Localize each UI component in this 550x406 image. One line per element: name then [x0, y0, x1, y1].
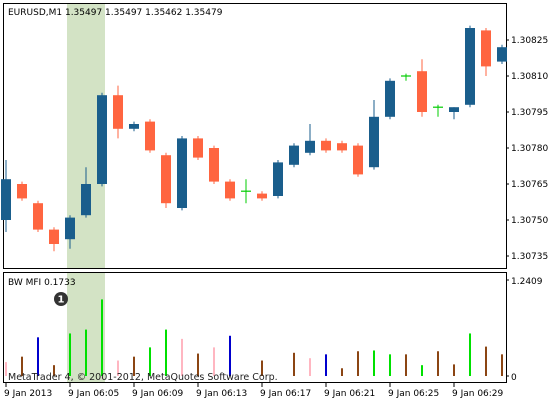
badge-number: 1: [58, 295, 65, 306]
candle-body: [65, 217, 75, 240]
time-tick-label: 9 Jan 06:29: [452, 389, 504, 399]
candle: [129, 121, 139, 132]
candle: [113, 85, 123, 139]
price-tick-label: 1.30825: [511, 36, 548, 46]
indicator-axis-max-label: 1.2409: [511, 277, 543, 287]
candle: [193, 136, 203, 160]
candle: [161, 152, 171, 208]
time-tick-label: 9 Jan 06:09: [132, 389, 184, 399]
candle-body: [305, 140, 315, 153]
price-pane[interactable]: EURUSD,M1 1.35497 1.35497 1.35462 1.3547…: [1, 3, 548, 269]
candle: [497, 44, 507, 64]
symbol-header: EURUSD,M1 1.35497 1.35497 1.35462 1.3547…: [8, 8, 223, 18]
candle: [481, 28, 491, 76]
price-tick-label: 1.30750: [511, 216, 548, 226]
candle-body: [337, 143, 347, 151]
candle: [417, 59, 427, 117]
candle: [353, 143, 363, 177]
candle: [273, 160, 283, 199]
time-tick-label: 9 Jan 06:21: [324, 389, 375, 399]
candle-body: [129, 124, 139, 129]
price-tick-label: 1.30780: [511, 144, 548, 154]
candle-body: [385, 80, 395, 117]
candle: [33, 200, 43, 232]
indicator-badge[interactable]: 1: [54, 292, 68, 306]
candle-body: [113, 95, 123, 129]
candle: [433, 104, 443, 117]
candle: [81, 167, 91, 218]
time-axis[interactable]: 9 Jan 2013 9 Jan 06:05 9 Jan 06:09 9 Jan 06…: [4, 383, 504, 399]
candle-body: [257, 193, 267, 199]
candle: [17, 181, 27, 201]
candle: [401, 73, 411, 81]
candle-body: [209, 148, 219, 182]
candle: [241, 179, 251, 204]
copyright-watermark: MetaTrader 4, © 2001-2012, MetaQuotes So…: [8, 372, 278, 383]
candle: [97, 92, 107, 187]
candle: [305, 124, 315, 156]
candle-body: [449, 107, 459, 112]
candle-body: [369, 116, 379, 168]
candle-body: [145, 121, 155, 151]
price-axis[interactable]: 1.30825 1.30810 1.30795 1.30780 1.30765 1.307…: [506, 36, 548, 262]
time-tick-label: 9 Jan 2013: [4, 389, 52, 399]
candle-body: [289, 145, 299, 165]
candle-body: [465, 28, 475, 105]
indicator-title: BW MFI 0.1733: [8, 278, 76, 288]
indicator-axis-min-label: 0: [511, 373, 517, 383]
candle-body: [193, 138, 203, 158]
indicator-pane[interactable]: BW MFI 0.1733 1.2409 0 1 MetaTrader 4, ©…: [3, 272, 543, 384]
time-tick-label: 9 Jan 06:13: [196, 389, 247, 399]
candle-body: [417, 71, 427, 112]
price-tick-label: 1.30765: [511, 180, 548, 190]
candle: [337, 140, 347, 153]
candle: [177, 136, 187, 211]
candle: [145, 119, 155, 153]
bw-mfi-bars: [5, 299, 503, 376]
candle: [257, 191, 267, 201]
candle: [1, 160, 11, 232]
candle-body: [177, 138, 187, 208]
candle-body: [273, 162, 283, 196]
candle: [321, 138, 331, 153]
candle-body: [33, 203, 43, 230]
time-tick-label: 9 Jan 06:05: [68, 389, 119, 399]
candle-body: [321, 140, 331, 151]
time-tick-label: 9 Jan 06:17: [260, 389, 311, 399]
candle-body: [497, 47, 507, 62]
candle: [49, 227, 59, 252]
candle: [369, 100, 379, 170]
candle-body: [481, 30, 491, 67]
candle-body: [49, 229, 59, 244]
candle-body: [161, 155, 171, 204]
candle-body: [97, 95, 107, 184]
candle-body: [81, 184, 91, 216]
candle: [449, 107, 459, 120]
candle: [385, 78, 395, 120]
badge-circle: [54, 292, 68, 306]
candle: [465, 25, 475, 108]
candle-body: [225, 181, 235, 199]
candle: [289, 143, 299, 168]
candle-body: [17, 184, 27, 199]
candle-body: [353, 145, 363, 175]
price-tick-label: 1.30810: [511, 72, 548, 82]
candlestick-series: [1, 25, 507, 252]
candle: [209, 145, 219, 184]
price-tick-label: 1.30795: [511, 108, 548, 118]
candle-body: [1, 179, 11, 220]
price-tick-label: 1.30735: [511, 252, 548, 262]
candle: [65, 215, 75, 249]
time-tick-label: 9 Jan 06:25: [388, 389, 439, 399]
candle: [225, 179, 235, 201]
